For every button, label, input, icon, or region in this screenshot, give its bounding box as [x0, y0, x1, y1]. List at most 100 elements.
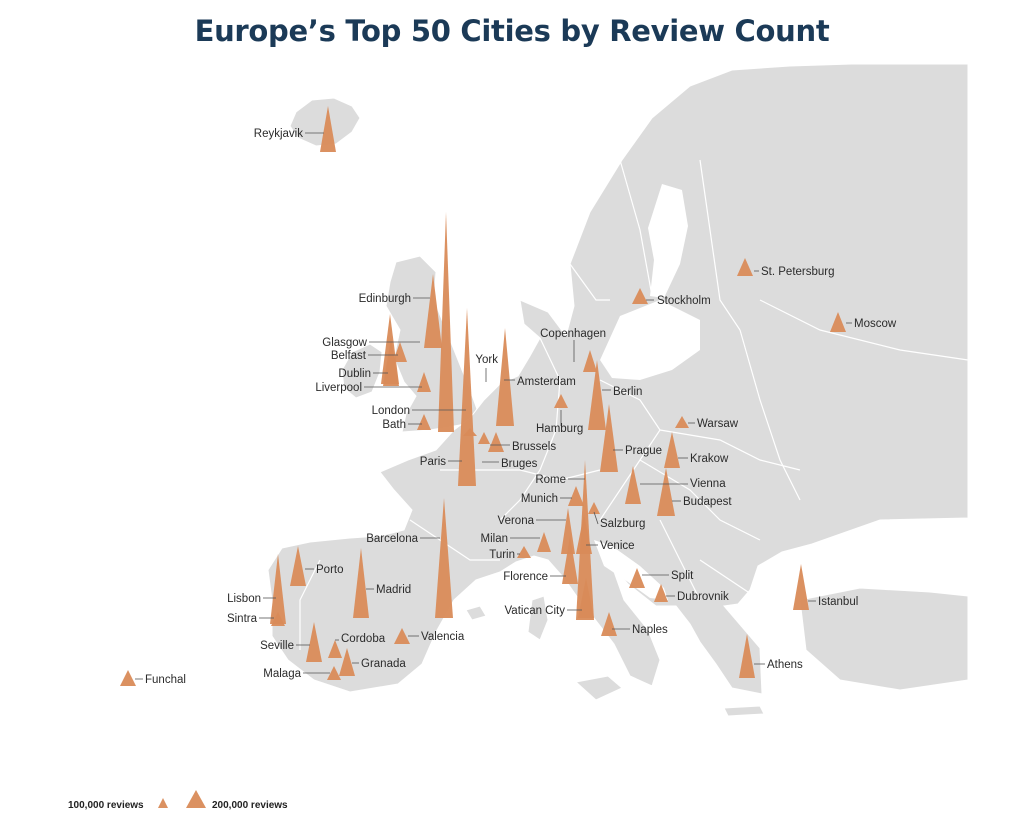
adriatic-sea [594, 540, 668, 600]
marker-split [629, 568, 645, 588]
ireland-landmass [341, 343, 383, 399]
marker-valencia [394, 628, 410, 644]
marker-salzburg [588, 502, 600, 514]
marker-venice [576, 514, 592, 554]
marker-bath [417, 414, 431, 430]
marker-naples [601, 612, 617, 636]
label-paris: Paris [420, 456, 446, 468]
label-brussels: Brussels [512, 441, 556, 453]
label-rome: Rome [535, 474, 566, 486]
map-title: Europe’s Top 50 Cities by Review Count [194, 14, 830, 48]
label-venice: Venice [600, 540, 635, 552]
marker-munich [568, 486, 584, 506]
marker-granada [339, 648, 355, 676]
marker-barcelona [435, 498, 453, 618]
legend-large-triangle [186, 790, 206, 808]
marker-krakow [664, 432, 680, 468]
label-reykjavik: Reykjavik [254, 128, 303, 140]
marker-porto [290, 546, 306, 586]
marker-lisbon [270, 554, 286, 624]
label-milan: Milan [481, 533, 508, 545]
iceland-landmass [289, 97, 361, 147]
label-valencia: Valencia [421, 631, 465, 643]
marker-warsaw [675, 416, 689, 428]
label-stockholm: Stockholm [657, 295, 711, 307]
label-malaga: Malaga [263, 668, 301, 680]
label-berlin: Berlin [613, 386, 642, 398]
crete-landmass [723, 705, 765, 717]
sardinia-landmass [527, 595, 549, 641]
label-turin: Turin [489, 549, 515, 561]
mallorca-landmass [465, 605, 487, 621]
legend-small-triangle [158, 798, 168, 808]
legend-small-label: 100,000 reviews [68, 800, 144, 811]
baltic-sea [600, 300, 700, 380]
marker-malaga [327, 666, 341, 680]
legend: 100,000 reviews 200,000 reviews [68, 790, 288, 811]
marker-bruges [478, 432, 490, 444]
marker-edinburgh [424, 274, 442, 348]
marker-seville [306, 622, 322, 662]
marker-florence [562, 536, 578, 584]
label-seville: Seville [260, 640, 294, 652]
marker-budapest [657, 468, 675, 516]
marker-brussels [488, 432, 504, 452]
marker-madrid [353, 548, 369, 618]
marker-istanbul [793, 564, 809, 610]
marker-cordoba [328, 640, 342, 658]
sicily-landmass [574, 675, 623, 701]
label-salzburg: Salzburg [600, 518, 645, 530]
marker-amsterdam [496, 328, 514, 426]
label-athens: Athens [767, 659, 803, 671]
label-dubrovnik: Dubrovnik [677, 591, 729, 603]
marker-verona [561, 508, 575, 554]
label-porto: Porto [316, 564, 344, 576]
label-munich: Munich [521, 493, 558, 505]
label-edinburgh: Edinburgh [359, 293, 411, 305]
label-dublin: Dublin [338, 368, 371, 380]
label-madrid: Madrid [376, 584, 411, 596]
label-copenhagen: Copenhagen [540, 328, 606, 340]
marker-london [458, 308, 476, 486]
label-barcelona: Barcelona [366, 533, 418, 545]
marker-moscow [830, 312, 846, 332]
label-funchal: Funchal [145, 674, 186, 686]
marker-turin [517, 546, 531, 558]
marker-st-petersburg [737, 258, 753, 276]
marker-belfast [393, 342, 407, 362]
marker-vatican-city [578, 578, 594, 618]
label-split: Split [671, 570, 694, 582]
marker-dublin [383, 338, 399, 386]
label-bruges: Bruges [501, 458, 538, 470]
marker-copenhagen [583, 350, 597, 372]
label-sintra: Sintra [227, 613, 258, 625]
label-moscow: Moscow [854, 318, 897, 330]
marker-berlin [588, 360, 606, 430]
marker-paris [463, 428, 477, 436]
label-st-petersburg: St. Petersburg [761, 266, 835, 278]
label-vatican-city: Vatican City [504, 605, 565, 617]
label-amsterdam: Amsterdam [517, 376, 576, 388]
label-cordoba: Cordoba [341, 633, 386, 645]
label-vienna: Vienna [690, 478, 726, 490]
label-london: London [372, 405, 410, 417]
label-glasgow: Glasgow [322, 337, 367, 349]
label-bath: Bath [382, 419, 406, 431]
leader-salzburg [593, 511, 599, 525]
marker-vienna [625, 466, 641, 504]
label-belfast: Belfast [331, 350, 367, 362]
marker-hamburg [554, 394, 568, 408]
gulf-of-bothnia [648, 184, 688, 298]
legend-large-label: 200,000 reviews [212, 800, 288, 811]
marker-york [438, 212, 454, 432]
label-granada: Granada [361, 658, 406, 670]
city-markers [120, 106, 846, 686]
marker-funchal [120, 670, 136, 686]
marker-dubrovnik [654, 584, 668, 602]
label-istanbul: Istanbul [818, 596, 858, 608]
marker-reykjavik [320, 106, 336, 152]
label-naples: Naples [632, 624, 668, 636]
label-krakow: Krakow [690, 453, 729, 465]
